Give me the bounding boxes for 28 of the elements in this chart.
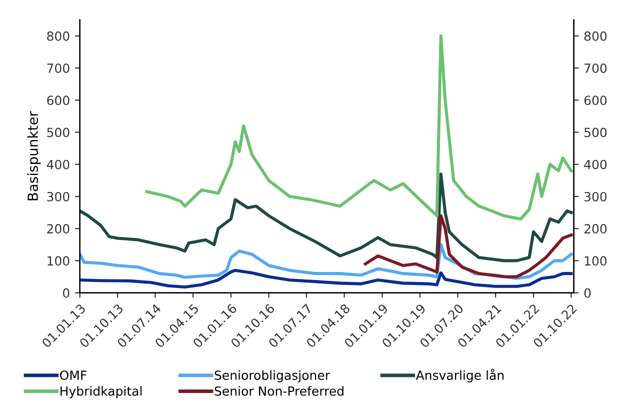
y2-tick-label: 400 [584, 160, 607, 170]
y-tick-label: 700 [47, 63, 70, 73]
y2-tick-label: 500 [584, 128, 607, 138]
legend-label: OMF [60, 370, 86, 380]
line-series [80, 172, 573, 262]
y-tick-label: 800 [47, 31, 70, 41]
y2-tick-label: 100 [584, 256, 607, 266]
y-tick-label: 400 [46, 160, 70, 170]
y-tick-label: 500 [47, 128, 70, 138]
line-series [80, 268, 573, 289]
y-tick-label: 0 [63, 288, 70, 298]
y2-tick-label: 0 [584, 288, 591, 298]
y2-tick-label: 800 [584, 31, 607, 41]
y-tick-label: 100 [48, 256, 70, 266]
line-series [364, 214, 573, 278]
line-series [145, 34, 573, 220]
y2-tick-label: 200 [584, 224, 607, 234]
y2-tick-label: 700 [584, 63, 607, 73]
legend-label: Senior Non-Preferred [214, 386, 344, 396]
legend-label: Hybridkapital [60, 386, 142, 398]
y-tick-label: 600 [47, 96, 70, 106]
y-tick-label: 300 [47, 192, 70, 202]
legend-label: Ansvarlige lån [416, 368, 504, 382]
y-axis-title: Basispunkter [27, 111, 41, 200]
y2-tick-label: 300 [584, 192, 607, 202]
y-tick-label: 200 [47, 224, 70, 234]
legend-label: Seniorobligasjoner [214, 370, 330, 382]
y2-tick-label: 600 [584, 96, 607, 106]
